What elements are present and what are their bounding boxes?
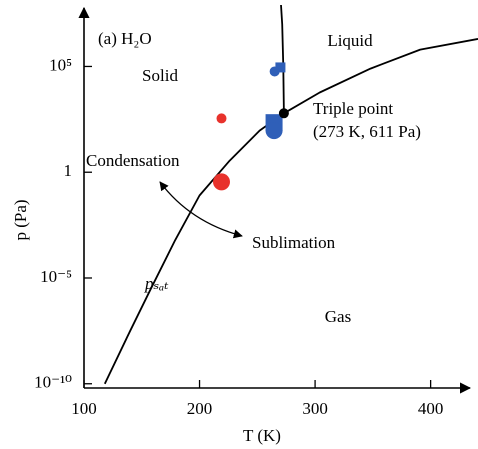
marker — [216, 113, 227, 124]
annotation: Triple point — [313, 99, 393, 118]
marker — [212, 173, 230, 191]
marker — [265, 122, 283, 140]
y-tick-label: 10⁻¹⁰ — [34, 373, 72, 392]
marker — [269, 66, 280, 77]
x-axis-label: T (K) — [243, 426, 281, 445]
x-tick-label: 200 — [187, 399, 213, 418]
x-tick-label: 400 — [418, 399, 444, 418]
curve — [103, 38, 478, 385]
x-tick-label: 100 — [71, 399, 97, 418]
curve-label: pₛₐₜ — [144, 274, 169, 293]
y-tick-label: 10⁵ — [49, 55, 72, 74]
annotation: (273 K, 611 Pa) — [313, 122, 421, 141]
y-axis-label: p (Pa) — [11, 199, 30, 240]
annotation: Sublimation — [252, 233, 336, 252]
y-tick-label: 1 — [64, 161, 73, 180]
annotation: Gas — [325, 307, 351, 326]
annotation: (a) H₂O — [98, 29, 152, 48]
y-tick-label: 10⁻⁵ — [40, 267, 72, 286]
marker — [275, 62, 286, 73]
annotation: Liquid — [327, 31, 373, 50]
marker — [278, 108, 289, 119]
annotation: Condensation — [86, 151, 180, 170]
process-arrow — [159, 181, 243, 239]
x-tick-label: 300 — [302, 399, 328, 418]
curve — [280, 4, 285, 114]
annotation: Solid — [142, 66, 178, 85]
